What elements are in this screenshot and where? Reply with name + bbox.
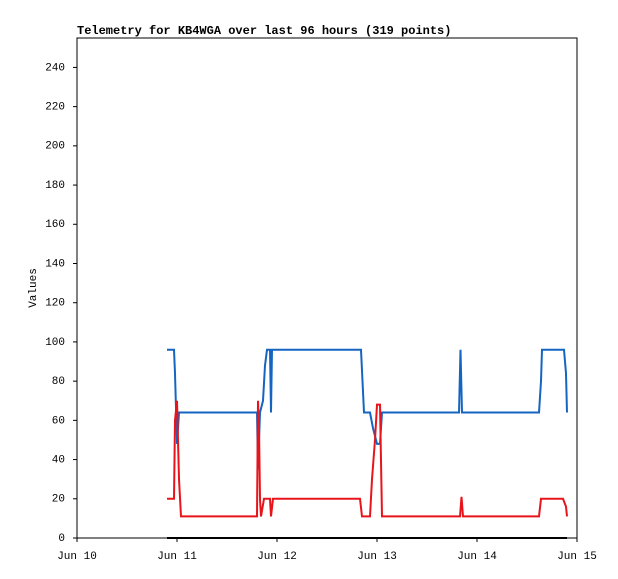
x-tick-label: Jun 12 xyxy=(257,551,297,563)
x-tick-label: Jun 13 xyxy=(357,551,397,563)
chart-title: Telemetry for KB4WGA over last 96 hours … xyxy=(77,24,451,38)
y-axis-label: Values xyxy=(28,268,40,308)
y-tick-label: 160 xyxy=(45,219,65,231)
series-line xyxy=(167,348,568,470)
series-line xyxy=(167,400,568,518)
y-tick-label: 20 xyxy=(52,494,65,506)
plot-frame xyxy=(76,37,578,539)
y-tick-label: 200 xyxy=(45,141,65,153)
x-tick-label: Jun 15 xyxy=(557,551,597,563)
x-tick-label: Jun 11 xyxy=(157,551,197,563)
y-tick-label: 180 xyxy=(45,180,65,192)
y-tick-label: 40 xyxy=(52,454,65,466)
y-tick-label: 60 xyxy=(52,415,65,427)
y-tick-label: 100 xyxy=(45,337,65,349)
y-tick-label: 0 xyxy=(58,533,65,545)
x-tick-label: Jun 10 xyxy=(57,551,97,563)
y-tick-label: 240 xyxy=(45,62,65,74)
y-tick-label: 220 xyxy=(45,102,65,114)
y-tick-label: 120 xyxy=(45,298,65,310)
x-tick-label: Jun 14 xyxy=(457,551,497,563)
y-tick-label: 80 xyxy=(52,376,65,388)
y-tick-label: 140 xyxy=(45,258,65,270)
